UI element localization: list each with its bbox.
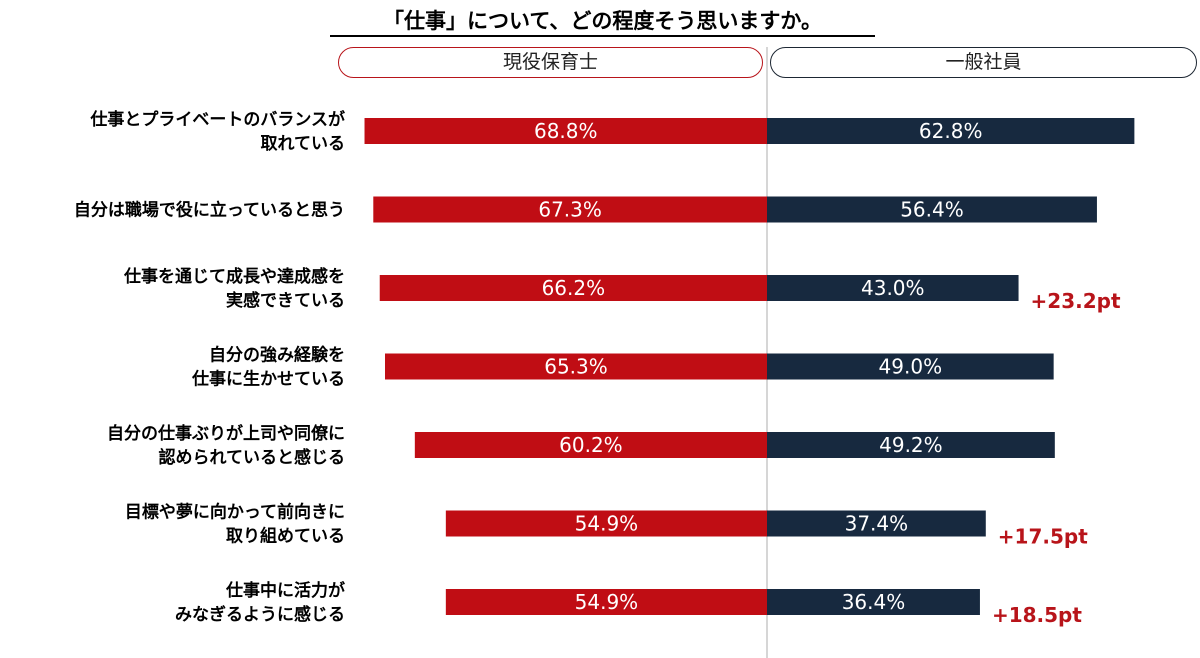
bar-hoikushi	[445, 510, 767, 537]
bar-hoikushi	[445, 589, 767, 615]
bar-general-employee	[767, 353, 1054, 380]
category-label: 認められていると感じる	[159, 447, 346, 468]
difference-label: +17.5pt	[998, 525, 1088, 549]
bar-label-hoikushi: 67.3%	[538, 198, 602, 222]
bar-hoikushi	[384, 353, 767, 380]
bar-general-employee	[767, 196, 1097, 223]
bar-general-employee	[767, 118, 1135, 144]
bar-label-hoikushi: 54.9%	[575, 512, 639, 536]
bar-hoikushi	[414, 432, 767, 458]
bar-hoikushi	[373, 196, 767, 223]
category-label: 取り組めている	[226, 526, 345, 547]
category-label: 仕事とプライベートのバランスが	[89, 109, 345, 130]
bar-label-hoikushi: 68.8%	[534, 119, 598, 143]
bar-label-general-employee: 49.2%	[879, 433, 943, 457]
bar-general-employee	[767, 589, 980, 615]
bar-general-employee	[767, 510, 986, 537]
bar-hoikushi	[364, 118, 767, 144]
category-label: 仕事に生かせている	[191, 369, 345, 390]
category-label: 実感できている	[226, 290, 345, 311]
bar-label-hoikushi: 65.3%	[544, 355, 608, 379]
bar-general-employee	[767, 275, 1019, 301]
category-label: みなぎるように感じる	[175, 604, 345, 625]
category-label: 仕事を通じて成長や達成感を	[123, 266, 345, 287]
category-label: 目標や夢に向かって前向きに	[125, 502, 345, 523]
bar-label-hoikushi: 66.2%	[542, 276, 606, 300]
bar-label-hoikushi: 54.9%	[575, 590, 639, 614]
chart-title: 「仕事」について、どの程度そう思いますか。	[383, 9, 822, 33]
bar-label-general-employee: 62.8%	[919, 119, 983, 143]
bar-label-general-employee: 37.4%	[845, 512, 909, 536]
bar-label-hoikushi: 60.2%	[559, 433, 623, 457]
bar-label-general-employee: 56.4%	[900, 198, 964, 222]
category-label: 仕事中に活力が	[225, 580, 345, 601]
bar-general-employee	[767, 432, 1055, 458]
difference-label: +18.5pt	[992, 603, 1082, 627]
category-label: 自分の強み経験を	[209, 345, 345, 366]
title-underline	[330, 35, 875, 37]
bar-label-general-employee: 36.4%	[842, 590, 906, 614]
bar-hoikushi	[379, 275, 767, 301]
legend-general-employee: 一般社員	[770, 47, 1197, 78]
legend-hoikushi: 現役保育士	[338, 47, 763, 78]
category-label: 自分は職場で役に立っていると思う	[74, 200, 345, 221]
bar-label-general-employee: 43.0%	[861, 276, 925, 300]
category-label: 取れている	[261, 134, 346, 154]
category-label: 自分の仕事ぶりが上司や同僚に	[107, 423, 345, 444]
difference-label: +23.2pt	[1031, 289, 1121, 313]
bar-label-general-employee: 49.0%	[879, 355, 943, 379]
